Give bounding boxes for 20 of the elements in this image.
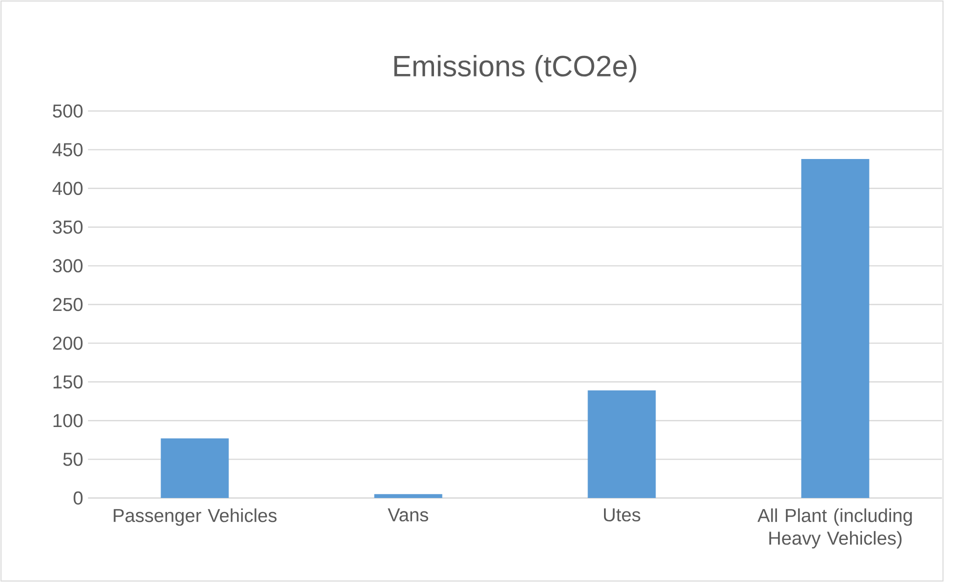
y-tick-label: 300: [52, 259, 83, 272]
x-tick-label: Vans: [388, 508, 428, 522]
y-tick-label: 150: [54, 375, 83, 389]
bar: [801, 158, 870, 498]
bar: [160, 438, 229, 498]
x-tick-label: Passenger Vehicles: [114, 508, 277, 526]
y-tick-label: 0: [74, 491, 83, 505]
chart-title: Emissions (tCO2e): [394, 54, 636, 82]
y-tick-label: 100: [54, 414, 83, 428]
y-tick-label: 50: [63, 452, 83, 466]
x-tick-label: Utes: [604, 508, 640, 522]
y-tick-label: 200: [53, 336, 83, 350]
x-tick-label: All Plant (including Heavy Vehicles): [757, 508, 912, 548]
bar: [374, 494, 442, 498]
bar: [588, 390, 656, 498]
y-tick-label: 400: [52, 182, 83, 196]
y-tick-label: 450: [52, 143, 83, 156]
y-tick-label: 250: [53, 298, 83, 312]
y-tick-label: 500: [52, 104, 83, 118]
y-tick-label: 350: [52, 220, 83, 234]
